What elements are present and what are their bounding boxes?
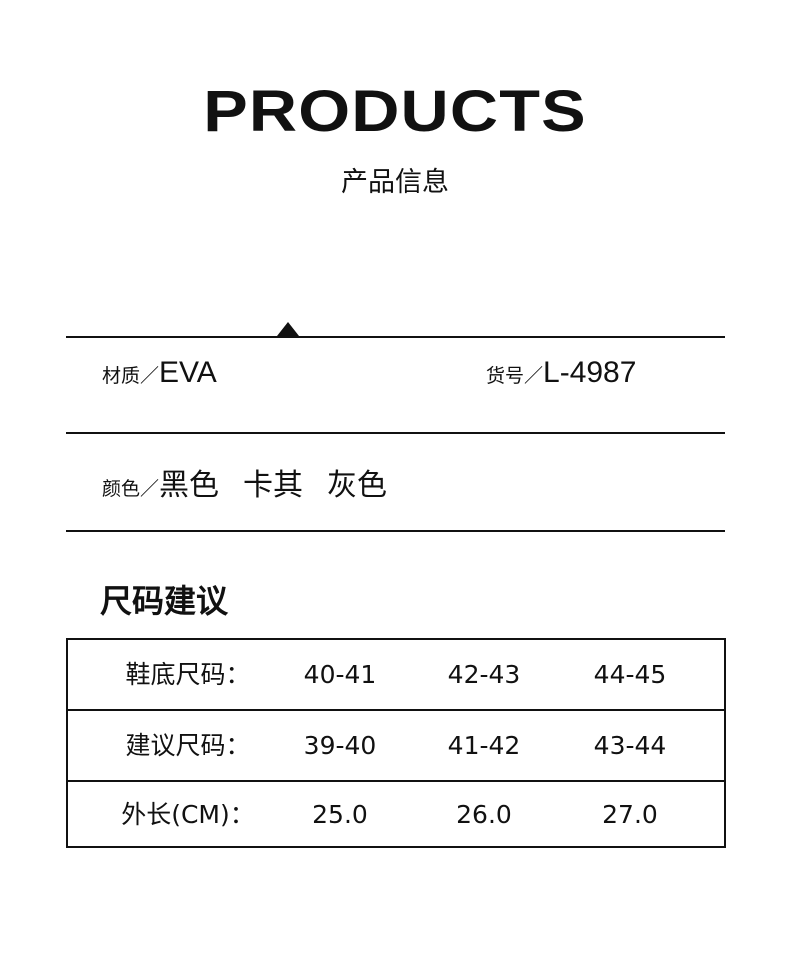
sku-value: L-4987	[543, 356, 637, 389]
triangle-marker-icon	[277, 322, 299, 336]
sku-field: 货号／L-4987	[486, 356, 636, 390]
divider	[66, 530, 725, 532]
row-label: 建议尺码：	[125, 731, 251, 760]
material-value: EVA	[159, 356, 217, 389]
table-row: 建议尺码： 39-40 41-42 43-44	[68, 711, 724, 782]
table-cell: 44-45	[593, 660, 667, 689]
material-field: 材质／EVA	[102, 356, 217, 390]
color-field: 颜色／黑色 卡其 灰色	[102, 460, 387, 504]
material-label: 材质／	[102, 365, 160, 387]
color-option: 灰色	[327, 468, 388, 503]
table-row: 鞋底尺码： 40-41 42-43 44-45	[68, 640, 724, 711]
table-cell: 27.0	[602, 800, 658, 829]
table-cell: 26.0	[456, 800, 512, 829]
size-section-title: 尺码建议	[100, 582, 229, 620]
table-cell: 39-40	[303, 731, 377, 760]
color-label: 颜色／	[102, 478, 160, 500]
page-subtitle: 产品信息	[341, 167, 449, 198]
table-cell: 42-43	[447, 660, 521, 689]
divider	[66, 336, 725, 338]
color-option: 黑色	[159, 468, 220, 503]
divider	[66, 432, 725, 434]
color-option: 卡其	[243, 468, 304, 503]
table-cell: 40-41	[303, 660, 377, 689]
table-cell: 43-44	[593, 731, 667, 760]
sku-label: 货号／	[486, 365, 544, 387]
row-label: 外长(CM)：	[121, 800, 255, 829]
page-title: PRODUCTS	[203, 79, 587, 144]
row-label: 鞋底尺码：	[125, 660, 251, 689]
table-row: 外长(CM)： 25.0 26.0 27.0	[68, 780, 724, 849]
size-table: 鞋底尺码： 40-41 42-43 44-45 建议尺码： 39-40 41-4…	[66, 638, 726, 848]
table-cell: 25.0	[312, 800, 368, 829]
table-cell: 41-42	[447, 731, 521, 760]
